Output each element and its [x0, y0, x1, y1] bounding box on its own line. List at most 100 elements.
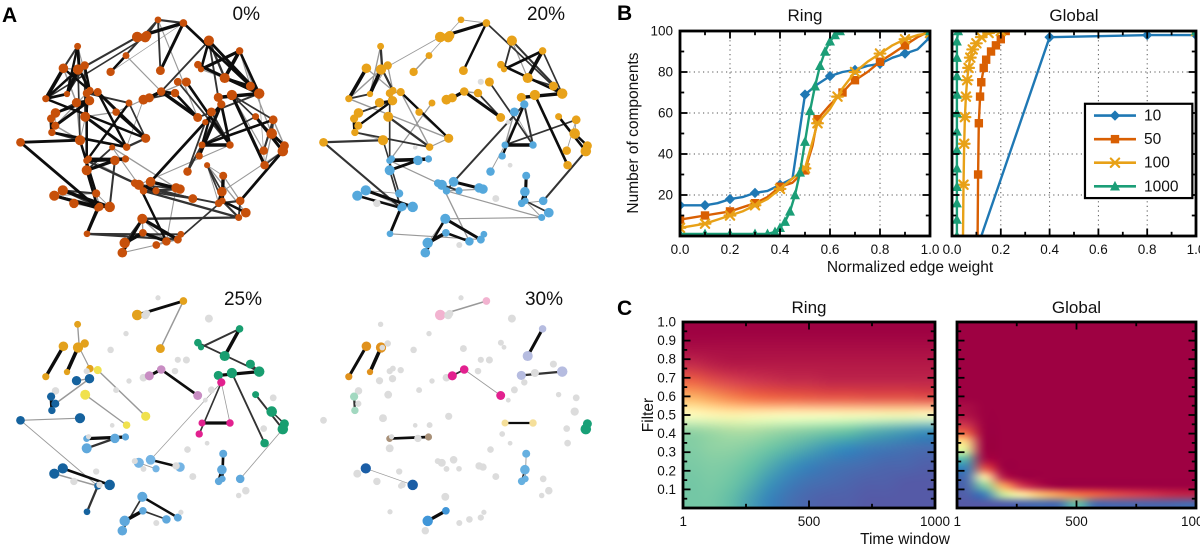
network-node	[556, 366, 568, 377]
network-node	[137, 491, 148, 502]
network-node	[422, 237, 433, 249]
network-node	[505, 119, 511, 125]
network-edge	[523, 103, 534, 146]
network-node	[388, 375, 397, 383]
network-node	[122, 143, 131, 151]
network-edge	[399, 90, 450, 140]
network-node	[106, 67, 115, 77]
network-node	[117, 247, 128, 258]
network-edge	[230, 372, 266, 445]
network-node	[93, 88, 102, 97]
network-node	[507, 162, 513, 168]
network-edge	[62, 67, 92, 92]
network-node	[204, 314, 213, 323]
marker-triangle	[825, 35, 835, 46]
network-edge	[44, 92, 69, 101]
network-node	[117, 525, 128, 536]
network-node	[563, 160, 572, 170]
network-edge	[84, 435, 128, 441]
panel-c-axes: 1 500 1000 0.1 0.2 0.3 0.4 0.5 0.6 0.7 0.8 0.9 1.0 1 5…	[657, 315, 1200, 530]
network-edge	[19, 138, 82, 144]
network-node	[110, 155, 120, 166]
marker-xcross	[962, 62, 976, 74]
network-node	[122, 52, 130, 60]
marker-xcross	[773, 183, 787, 195]
marker-triangle	[795, 167, 805, 177]
marker-triangle	[952, 214, 962, 224]
network-node	[71, 376, 82, 386]
network-plot-20pct	[319, 16, 592, 258]
network-node	[277, 423, 289, 435]
marker-square	[996, 35, 1005, 44]
network-edge	[462, 89, 503, 120]
svg-text:0.5: 0.5	[657, 408, 676, 423]
network-node	[383, 111, 394, 122]
network-node	[93, 468, 100, 475]
network-node	[112, 108, 120, 116]
network-edge	[238, 49, 261, 95]
network-node	[155, 295, 161, 301]
network-node	[442, 228, 450, 237]
network-node	[217, 186, 227, 197]
network-edge	[357, 99, 394, 127]
network-edge	[444, 216, 543, 220]
heatmap-global-canvas	[957, 322, 1196, 508]
network-edge	[199, 49, 242, 71]
svg-text:0.8: 0.8	[1138, 242, 1157, 257]
network-node	[501, 419, 509, 427]
network-node	[145, 176, 156, 187]
network-node	[520, 464, 530, 475]
series-line-100	[680, 31, 930, 229]
marker-xcross	[982, 31, 996, 39]
network-edge	[96, 90, 148, 140]
network-edge	[125, 55, 162, 93]
network-node	[109, 423, 115, 428]
network-node	[505, 397, 511, 403]
network-node	[500, 66, 508, 73]
marker-diamond	[849, 64, 861, 76]
network-node	[522, 72, 533, 84]
network-node	[49, 468, 60, 479]
network-nodes	[16, 295, 289, 536]
network-node	[141, 311, 150, 320]
network-node	[361, 63, 372, 74]
heatmap-ring-title: Ring	[791, 298, 827, 317]
network-node	[235, 196, 245, 206]
network-node	[440, 213, 451, 224]
network-node	[206, 107, 216, 117]
network-node	[345, 373, 353, 381]
network-node	[447, 93, 457, 103]
network-node	[415, 108, 423, 116]
legend-label-10: 10	[1144, 108, 1162, 125]
network-node	[373, 199, 381, 208]
marker-diamond	[824, 70, 836, 82]
network-edge	[490, 144, 506, 173]
network-node	[555, 113, 563, 121]
network-node	[564, 439, 571, 447]
network-node	[252, 113, 260, 121]
network-edge	[108, 159, 116, 208]
network-edge	[533, 93, 569, 167]
plot-frame	[678, 29, 932, 238]
network-node	[538, 213, 546, 222]
marker-square	[979, 63, 988, 73]
marker-square	[991, 41, 1001, 50]
network-node	[58, 63, 69, 74]
marker-diamond	[899, 48, 911, 59]
network-node	[492, 195, 500, 203]
network-node	[63, 90, 71, 98]
network-edge	[524, 200, 543, 219]
network-edge	[222, 175, 241, 202]
network-edge	[182, 21, 252, 88]
network-node	[496, 113, 506, 122]
network-node	[486, 167, 495, 176]
network-edge	[219, 103, 232, 147]
network-edge	[445, 190, 543, 219]
network-node	[355, 400, 362, 407]
marker-square	[975, 92, 985, 101]
network-node	[572, 394, 580, 402]
marker-square	[775, 182, 785, 191]
marker-triangle	[805, 105, 815, 116]
network-node	[235, 47, 244, 55]
network-node	[74, 320, 82, 328]
